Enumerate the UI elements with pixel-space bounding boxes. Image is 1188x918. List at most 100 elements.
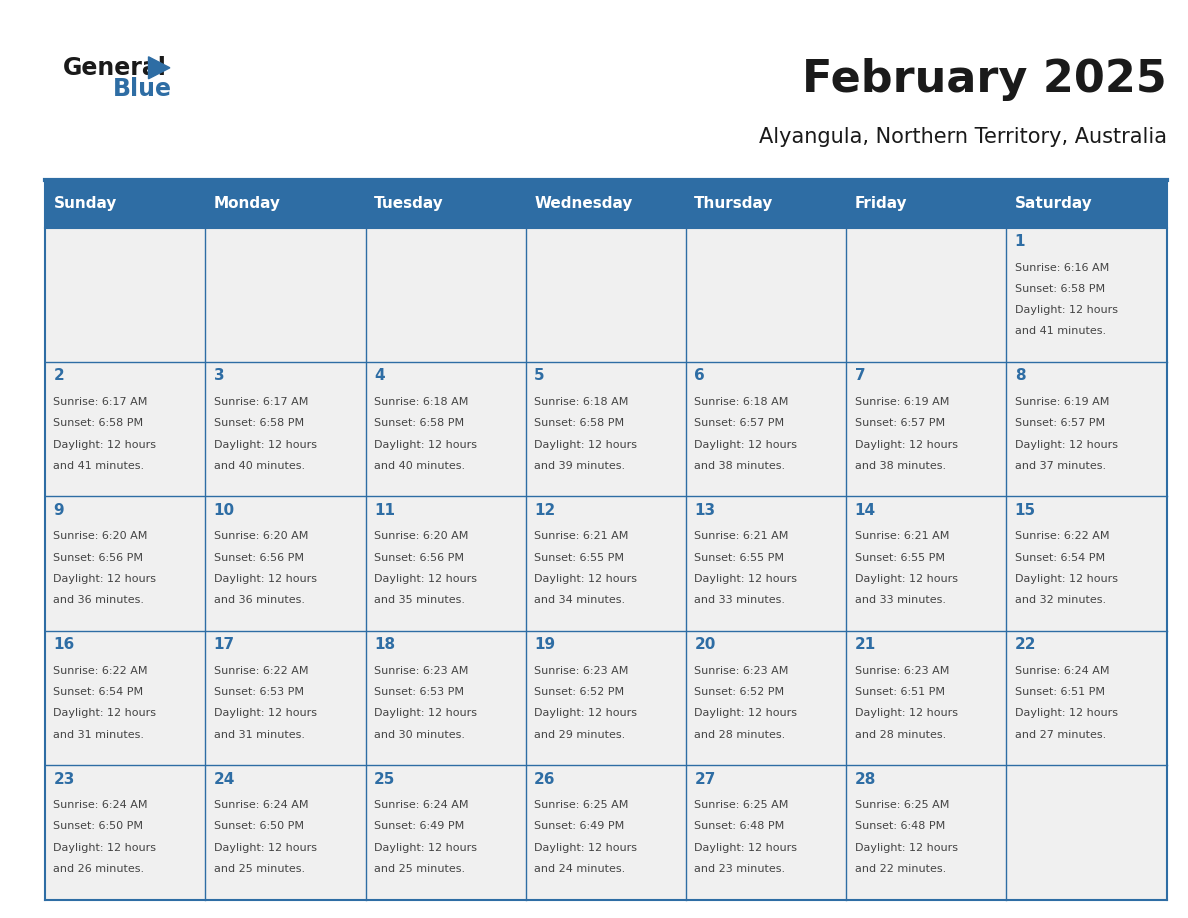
Text: Daylight: 12 hours: Daylight: 12 hours [214, 709, 317, 718]
Bar [685, 497, 846, 631]
Text: 9: 9 [53, 503, 64, 518]
Text: and 28 minutes.: and 28 minutes. [694, 730, 785, 740]
Text: Sunset: 6:56 PM: Sunset: 6:56 PM [214, 553, 304, 563]
Text: 15: 15 [1015, 503, 1036, 518]
Text: Sunrise: 6:24 AM: Sunrise: 6:24 AM [214, 800, 308, 810]
Bar [45, 228, 206, 362]
Text: 27: 27 [694, 772, 715, 787]
Text: and 23 minutes.: and 23 minutes. [694, 864, 785, 874]
Text: and 32 minutes.: and 32 minutes. [1015, 595, 1106, 605]
Text: Sunset: 6:58 PM: Sunset: 6:58 PM [374, 419, 465, 428]
Text: Daylight: 12 hours: Daylight: 12 hours [694, 843, 797, 853]
Bar [846, 362, 1006, 497]
Bar [45, 180, 1167, 228]
Text: Sunset: 6:55 PM: Sunset: 6:55 PM [694, 553, 784, 563]
Text: Daylight: 12 hours: Daylight: 12 hours [374, 709, 476, 718]
Text: 12: 12 [535, 503, 555, 518]
Text: Sunrise: 6:21 AM: Sunrise: 6:21 AM [694, 532, 789, 542]
Bar [206, 228, 366, 362]
Text: Sunrise: 6:19 AM: Sunrise: 6:19 AM [1015, 397, 1110, 407]
Text: Daylight: 12 hours: Daylight: 12 hours [1015, 574, 1118, 584]
Text: Daylight: 12 hours: Daylight: 12 hours [1015, 440, 1118, 450]
Text: 10: 10 [214, 503, 235, 518]
Text: 14: 14 [854, 503, 876, 518]
Text: 24: 24 [214, 772, 235, 787]
Text: Sunrise: 6:22 AM: Sunrise: 6:22 AM [1015, 532, 1110, 542]
Text: Sunset: 6:54 PM: Sunset: 6:54 PM [1015, 553, 1105, 563]
Text: and 33 minutes.: and 33 minutes. [854, 595, 946, 605]
Text: Sunrise: 6:24 AM: Sunrise: 6:24 AM [53, 800, 148, 810]
Text: 6: 6 [694, 368, 704, 384]
Bar [526, 228, 685, 362]
Text: Sunset: 6:49 PM: Sunset: 6:49 PM [535, 822, 625, 832]
Bar [685, 362, 846, 497]
Bar [206, 766, 366, 900]
Bar [526, 766, 685, 900]
Text: and 36 minutes.: and 36 minutes. [53, 595, 145, 605]
Text: Blue: Blue [113, 77, 172, 101]
Text: Daylight: 12 hours: Daylight: 12 hours [374, 843, 476, 853]
Text: Sunrise: 6:21 AM: Sunrise: 6:21 AM [854, 532, 949, 542]
Text: 23: 23 [53, 772, 75, 787]
Text: and 29 minutes.: and 29 minutes. [535, 730, 625, 740]
Text: Sunrise: 6:25 AM: Sunrise: 6:25 AM [854, 800, 949, 810]
Bar [1006, 362, 1167, 497]
Text: Daylight: 12 hours: Daylight: 12 hours [854, 709, 958, 718]
Text: and 31 minutes.: and 31 minutes. [53, 730, 145, 740]
Bar [45, 766, 206, 900]
Text: Sunday: Sunday [53, 196, 116, 211]
Text: Wednesday: Wednesday [535, 196, 632, 211]
Text: Daylight: 12 hours: Daylight: 12 hours [694, 574, 797, 584]
Text: Sunrise: 6:21 AM: Sunrise: 6:21 AM [535, 532, 628, 542]
Bar [846, 766, 1006, 900]
Text: Sunrise: 6:18 AM: Sunrise: 6:18 AM [535, 397, 628, 407]
Text: Sunset: 6:48 PM: Sunset: 6:48 PM [694, 822, 784, 832]
Text: 28: 28 [854, 772, 876, 787]
Text: and 40 minutes.: and 40 minutes. [214, 461, 305, 471]
Text: Sunrise: 6:24 AM: Sunrise: 6:24 AM [374, 800, 468, 810]
Text: Monday: Monday [214, 196, 280, 211]
Text: Sunset: 6:55 PM: Sunset: 6:55 PM [535, 553, 624, 563]
Text: Sunset: 6:53 PM: Sunset: 6:53 PM [374, 687, 463, 697]
Text: 8: 8 [1015, 368, 1025, 384]
Text: and 38 minutes.: and 38 minutes. [854, 461, 946, 471]
Text: 25: 25 [374, 772, 396, 787]
Text: Sunset: 6:50 PM: Sunset: 6:50 PM [53, 822, 144, 832]
Text: Daylight: 12 hours: Daylight: 12 hours [854, 574, 958, 584]
Bar [45, 362, 206, 497]
Bar [685, 766, 846, 900]
Text: Sunrise: 6:18 AM: Sunrise: 6:18 AM [694, 397, 789, 407]
Text: Sunrise: 6:22 AM: Sunrise: 6:22 AM [53, 666, 148, 676]
Text: Daylight: 12 hours: Daylight: 12 hours [535, 574, 637, 584]
Text: 20: 20 [694, 637, 715, 653]
Text: Sunrise: 6:22 AM: Sunrise: 6:22 AM [214, 666, 308, 676]
Text: Sunrise: 6:23 AM: Sunrise: 6:23 AM [535, 666, 628, 676]
Text: 1: 1 [1015, 234, 1025, 249]
Text: 3: 3 [214, 368, 225, 384]
Text: and 36 minutes.: and 36 minutes. [214, 595, 304, 605]
Bar [1006, 228, 1167, 362]
Bar [846, 228, 1006, 362]
Bar [846, 497, 1006, 631]
Text: Sunset: 6:49 PM: Sunset: 6:49 PM [374, 822, 465, 832]
Text: Daylight: 12 hours: Daylight: 12 hours [214, 843, 317, 853]
Text: 11: 11 [374, 503, 394, 518]
Text: Daylight: 12 hours: Daylight: 12 hours [53, 440, 157, 450]
Text: Sunrise: 6:17 AM: Sunrise: 6:17 AM [214, 397, 308, 407]
Text: 7: 7 [854, 368, 865, 384]
Text: and 33 minutes.: and 33 minutes. [694, 595, 785, 605]
Text: Daylight: 12 hours: Daylight: 12 hours [214, 440, 317, 450]
Text: Sunset: 6:55 PM: Sunset: 6:55 PM [854, 553, 944, 563]
Text: 13: 13 [694, 503, 715, 518]
Text: 26: 26 [535, 772, 556, 787]
Text: Daylight: 12 hours: Daylight: 12 hours [694, 709, 797, 718]
Text: General: General [63, 56, 166, 80]
Bar [45, 497, 206, 631]
Text: February 2025: February 2025 [802, 58, 1167, 101]
Bar [366, 362, 526, 497]
Text: Daylight: 12 hours: Daylight: 12 hours [374, 574, 476, 584]
Text: 19: 19 [535, 637, 555, 653]
Bar [366, 228, 526, 362]
Text: Saturday: Saturday [1015, 196, 1093, 211]
Bar [685, 228, 846, 362]
